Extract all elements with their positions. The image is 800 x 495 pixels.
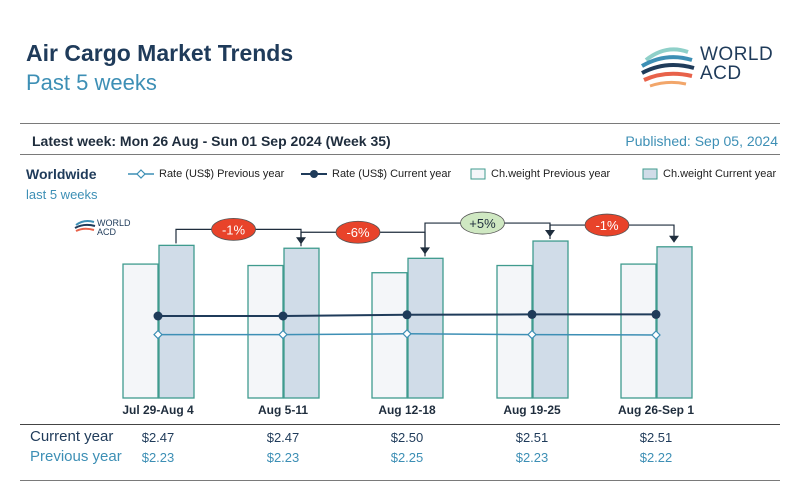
- rate-previous-point: [527, 329, 537, 340]
- bar-weight-current: [407, 257, 444, 399]
- current-year-row-label: Current year: [30, 428, 114, 445]
- rate-previous-value: $2.25: [390, 450, 424, 465]
- x-tick-label: Aug 12-18: [378, 403, 436, 417]
- legend-box-current-icon: [642, 168, 658, 180]
- legend-rate-current: Rate (US$) Current year: [301, 168, 451, 180]
- legend-dot-line-icon: [301, 170, 327, 179]
- legend-rate-previous: Rate (US$) Previous year: [128, 168, 284, 180]
- page-title: Air Cargo Market Trends: [26, 40, 294, 66]
- x-tick-label: Aug 26-Sep 1: [618, 403, 694, 417]
- x-tick-label: Aug 5-11: [258, 403, 308, 417]
- change-badge: [584, 213, 630, 237]
- legend-weight-current: Ch.weight Current year: [642, 168, 776, 180]
- bar-weight-previous: [247, 264, 284, 399]
- divider-chart-base: [20, 424, 780, 425]
- rate-current-point: [402, 310, 412, 320]
- small-logo-swoosh-icon: [74, 220, 96, 232]
- rate-current-value: $2.50: [390, 430, 424, 445]
- rate-current-value: $2.51: [515, 430, 549, 445]
- x-tick-label: Aug 19-25: [503, 403, 561, 417]
- rate-current-value: $2.47: [141, 430, 175, 445]
- change-badge-label: -1%: [595, 218, 619, 233]
- bar-weight-previous: [122, 263, 159, 399]
- rate-current-value: $2.51: [639, 430, 673, 445]
- x-tick-label: Jul 29-Aug 4: [122, 403, 194, 417]
- worldacd-logo: WORLD ACD: [638, 42, 783, 92]
- rate-previous-point: [153, 329, 163, 340]
- small-logo-line1: WORLD: [97, 218, 131, 228]
- bar-weight-current: [656, 246, 693, 399]
- change-badge: [335, 220, 381, 244]
- rate-current-point: [651, 309, 661, 319]
- change-badge-label: -1%: [222, 222, 246, 237]
- legend-weight-current-label: Ch.weight Current year: [663, 168, 777, 180]
- page-subtitle: Past 5 weeks: [26, 70, 157, 95]
- change-badge-label: -6%: [346, 225, 370, 240]
- rate-previous-value: $2.22: [639, 450, 673, 465]
- legend-rate-previous-label: Rate (US$) Previous year: [159, 168, 285, 180]
- logo-text: WORLD ACD: [700, 45, 773, 83]
- published-date: Published: Sep 05, 2024: [625, 133, 778, 149]
- bar-weight-previous: [496, 264, 533, 399]
- rate-previous-value: $2.23: [141, 450, 175, 465]
- latest-week-label: Latest week: Mon 26 Aug - Sun 01 Sep 202…: [32, 133, 391, 149]
- divider-mid: [20, 154, 780, 155]
- bar-weight-current: [158, 244, 195, 399]
- rate-current-point: [278, 311, 288, 321]
- rate-current-value: $2.47: [266, 430, 300, 445]
- logo-line2: ACD: [700, 63, 742, 84]
- weight-rate-chart: Jul 29-Aug 4 Aug 5-11 Aug 12-18 Aug 19-25 Au…: [122, 211, 694, 417]
- logo-swoosh-icon: [640, 47, 695, 88]
- change-arrow-icon: [669, 235, 679, 243]
- change-badge: [460, 211, 505, 235]
- rate-current-point: [527, 309, 537, 319]
- rate-previous-point: [402, 328, 412, 339]
- legend-weight-previous: Ch.weight Previous year: [470, 168, 610, 180]
- small-logo-line2: ACD: [97, 227, 117, 237]
- rate-current-point: [153, 311, 163, 321]
- divider-bottom: [20, 480, 780, 481]
- small-logo-text: WORLD ACD: [97, 219, 131, 237]
- bar-weight-current: [532, 240, 569, 399]
- legend-rate-current-label: Rate (US$) Current year: [332, 168, 452, 180]
- divider-top: [20, 123, 780, 124]
- rate-previous-point: [278, 329, 288, 340]
- rate-previous-value: $2.23: [266, 450, 300, 465]
- bar-weight-current: [283, 247, 320, 399]
- bar-weight-previous: [620, 263, 657, 399]
- rate-previous-value: $2.23: [515, 450, 549, 465]
- logo-line1: WORLD: [700, 44, 774, 65]
- legend-weight-previous-label: Ch.weight Previous year: [491, 168, 611, 180]
- period-label: last 5 weeks: [26, 187, 98, 202]
- rate-previous-point: [651, 330, 661, 340]
- legend-box-previous-icon: [470, 168, 486, 180]
- small-worldacd-logo: WORLD ACD: [74, 218, 134, 240]
- change-badge: [211, 217, 256, 241]
- bar-weight-previous: [371, 272, 408, 399]
- legend-diamond-line-icon: [128, 169, 154, 179]
- change-badge-label: +5%: [469, 216, 496, 231]
- previous-year-row-label: Previous year: [30, 448, 122, 465]
- region-label: Worldwide: [26, 166, 97, 182]
